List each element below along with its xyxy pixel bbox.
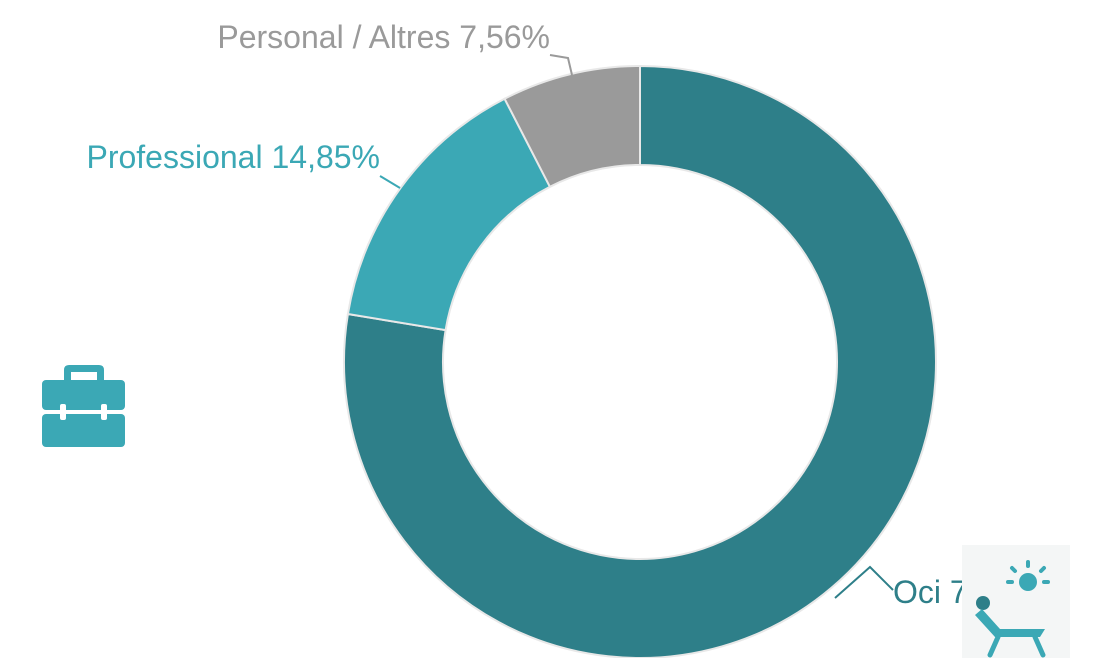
leader-line xyxy=(549,54,573,76)
slice-category: Professional xyxy=(86,139,262,175)
slice-value-label: 14,85% xyxy=(271,139,380,175)
donut-slice xyxy=(343,64,937,658)
slice-category: Personal / Altres xyxy=(217,19,450,55)
lounge-icon xyxy=(962,545,1070,658)
slice-label: Personal / Altres 7,56% xyxy=(217,19,550,55)
leader-line xyxy=(834,565,894,599)
slice-category: Oci xyxy=(893,574,941,610)
slice-label: Professional 14,85% xyxy=(86,139,380,175)
donut-slice xyxy=(503,64,641,189)
slice-value xyxy=(450,19,459,55)
donut-slice xyxy=(346,97,552,332)
slice-value xyxy=(263,139,272,175)
leader-line xyxy=(379,175,401,189)
slice-value xyxy=(941,574,950,610)
briefcase-icon xyxy=(42,365,125,447)
slice-value-label: 7,56% xyxy=(459,19,550,55)
